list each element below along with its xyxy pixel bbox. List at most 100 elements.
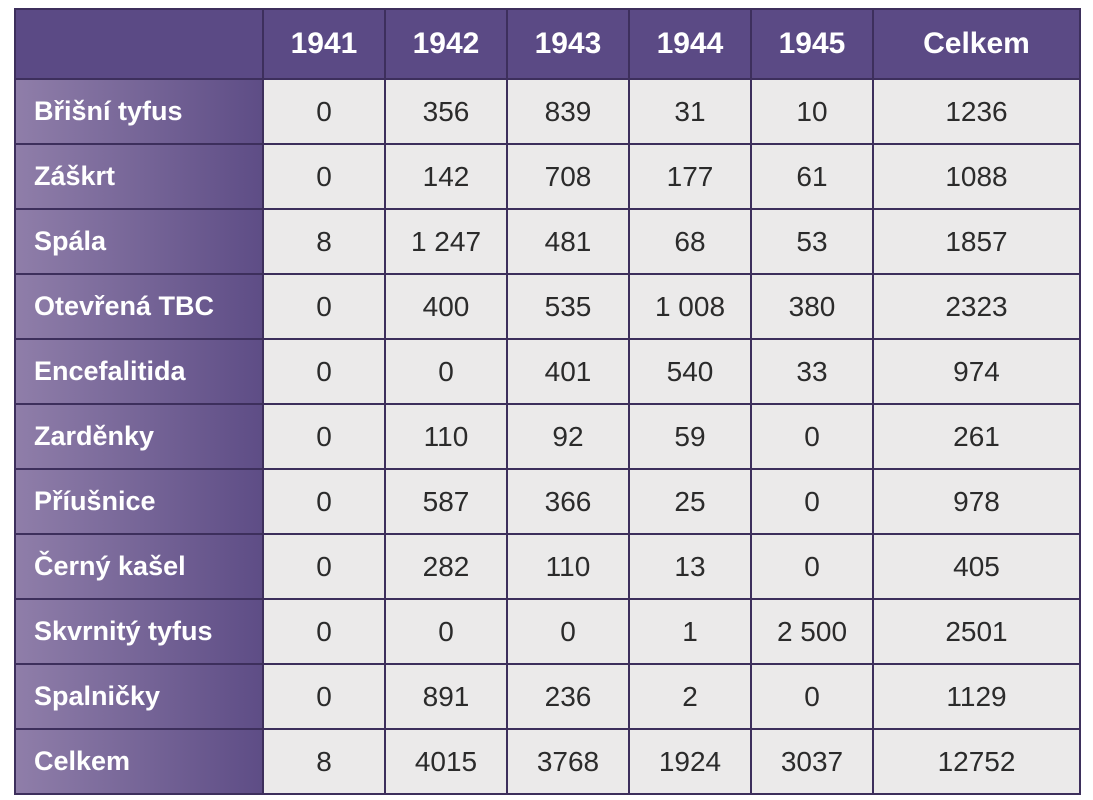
table-cell: 839 xyxy=(506,78,630,145)
table-cell: 53 xyxy=(750,208,874,275)
table-cell: 380 xyxy=(750,273,874,340)
table-cell: 0 xyxy=(750,533,874,600)
table-cell: 13 xyxy=(628,533,752,600)
row-label: Spála xyxy=(14,208,264,275)
table-cell: 110 xyxy=(506,533,630,600)
table-cell: 1236 xyxy=(872,78,1081,145)
table-cell: 25 xyxy=(628,468,752,535)
table-row: Zarděnky 0 110 92 59 0 261 xyxy=(14,403,1081,470)
row-label: Černý kašel xyxy=(14,533,264,600)
table-cell: 0 xyxy=(506,598,630,665)
table-row: Spála 8 1 247 481 68 53 1857 xyxy=(14,208,1081,275)
table-cell: 8 xyxy=(262,208,386,275)
table-cell: 356 xyxy=(384,78,508,145)
table-cell: 0 xyxy=(750,663,874,730)
table-body: Břišní tyfus 0 356 839 31 10 1236 Záškrt 0 142 708… xyxy=(14,78,1081,795)
row-label: Spalničky xyxy=(14,663,264,730)
table-row: Záškrt 0 142 708 177 61 1088 xyxy=(14,143,1081,210)
column-header: 1941 xyxy=(262,8,386,80)
row-label: Celkem xyxy=(14,728,264,795)
table-row: Celkem 8 4015 3768 1924 3037 12752 xyxy=(14,728,1081,795)
table-cell: 1924 xyxy=(628,728,752,795)
row-label: Skvrnitý tyfus xyxy=(14,598,264,665)
table-cell: 3768 xyxy=(506,728,630,795)
table-cell: 92 xyxy=(506,403,630,470)
table-cell: 405 xyxy=(872,533,1081,600)
table-cell: 978 xyxy=(872,468,1081,535)
table-cell: 31 xyxy=(628,78,752,145)
table-cell: 1 247 xyxy=(384,208,508,275)
table-cell: 33 xyxy=(750,338,874,405)
table-cell: 61 xyxy=(750,143,874,210)
table-cell: 282 xyxy=(384,533,508,600)
table-cell: 2 xyxy=(628,663,752,730)
table-cell: 12752 xyxy=(872,728,1081,795)
table-cell: 0 xyxy=(262,468,386,535)
table-cell: 0 xyxy=(262,78,386,145)
row-label: Břišní tyfus xyxy=(14,78,264,145)
table-cell: 587 xyxy=(384,468,508,535)
table-cell: 0 xyxy=(262,338,386,405)
table-cell: 8 xyxy=(262,728,386,795)
table-cell: 974 xyxy=(872,338,1081,405)
table-cell: 400 xyxy=(384,273,508,340)
table-cell: 1 008 xyxy=(628,273,752,340)
row-label: Příušnice xyxy=(14,468,264,535)
table-cell: 110 xyxy=(384,403,508,470)
table-cell: 236 xyxy=(506,663,630,730)
table-row: Encefalitida 0 0 401 540 33 974 xyxy=(14,338,1081,405)
row-label: Encefalitida xyxy=(14,338,264,405)
row-label: Zarděnky xyxy=(14,403,264,470)
table-cell: 3037 xyxy=(750,728,874,795)
table-cell: 1 xyxy=(628,598,752,665)
table-cell: 2501 xyxy=(872,598,1081,665)
column-header: 1943 xyxy=(506,8,630,80)
table-cell: 535 xyxy=(506,273,630,340)
header-row: 1941 1942 1943 1944 1945 Celkem xyxy=(14,8,1081,80)
column-header: 1942 xyxy=(384,8,508,80)
table-cell: 2 500 xyxy=(750,598,874,665)
table-cell: 0 xyxy=(262,273,386,340)
table-cell: 59 xyxy=(628,403,752,470)
table-cell: 0 xyxy=(262,143,386,210)
table-cell: 1129 xyxy=(872,663,1081,730)
table-cell: 366 xyxy=(506,468,630,535)
table-cell: 177 xyxy=(628,143,752,210)
column-header: 1945 xyxy=(750,8,874,80)
table-cell: 0 xyxy=(384,598,508,665)
table-cell: 68 xyxy=(628,208,752,275)
table-cell: 10 xyxy=(750,78,874,145)
table-cell: 540 xyxy=(628,338,752,405)
column-header: 1944 xyxy=(628,8,752,80)
table-cell: 1088 xyxy=(872,143,1081,210)
table-cell: 481 xyxy=(506,208,630,275)
table-row: Černý kašel 0 282 110 13 0 405 xyxy=(14,533,1081,600)
table-cell: 1857 xyxy=(872,208,1081,275)
header-corner-cell xyxy=(14,8,264,80)
table-cell: 0 xyxy=(262,533,386,600)
table-cell: 891 xyxy=(384,663,508,730)
table-row: Břišní tyfus 0 356 839 31 10 1236 xyxy=(14,78,1081,145)
table-cell: 2323 xyxy=(872,273,1081,340)
table-cell: 0 xyxy=(262,663,386,730)
disease-statistics-table: 1941 1942 1943 1944 1945 Celkem Břišní t… xyxy=(14,8,1081,795)
data-table-container: 1941 1942 1943 1944 1945 Celkem Břišní t… xyxy=(14,8,1081,795)
table-cell: 261 xyxy=(872,403,1081,470)
table-cell: 0 xyxy=(262,598,386,665)
table-cell: 0 xyxy=(262,403,386,470)
table-cell: 0 xyxy=(384,338,508,405)
table-cell: 4015 xyxy=(384,728,508,795)
row-label: Záškrt xyxy=(14,143,264,210)
table-row: Příušnice 0 587 366 25 0 978 xyxy=(14,468,1081,535)
table-cell: 708 xyxy=(506,143,630,210)
column-header: Celkem xyxy=(872,8,1081,80)
table-cell: 0 xyxy=(750,403,874,470)
table-header: 1941 1942 1943 1944 1945 Celkem xyxy=(14,8,1081,80)
row-label: Otevřená TBC xyxy=(14,273,264,340)
table-row: Otevřená TBC 0 400 535 1 008 380 2323 xyxy=(14,273,1081,340)
table-cell: 0 xyxy=(750,468,874,535)
table-cell: 142 xyxy=(384,143,508,210)
table-row: Spalničky 0 891 236 2 0 1129 xyxy=(14,663,1081,730)
table-cell: 401 xyxy=(506,338,630,405)
table-row: Skvrnitý tyfus 0 0 0 1 2 500 2501 xyxy=(14,598,1081,665)
